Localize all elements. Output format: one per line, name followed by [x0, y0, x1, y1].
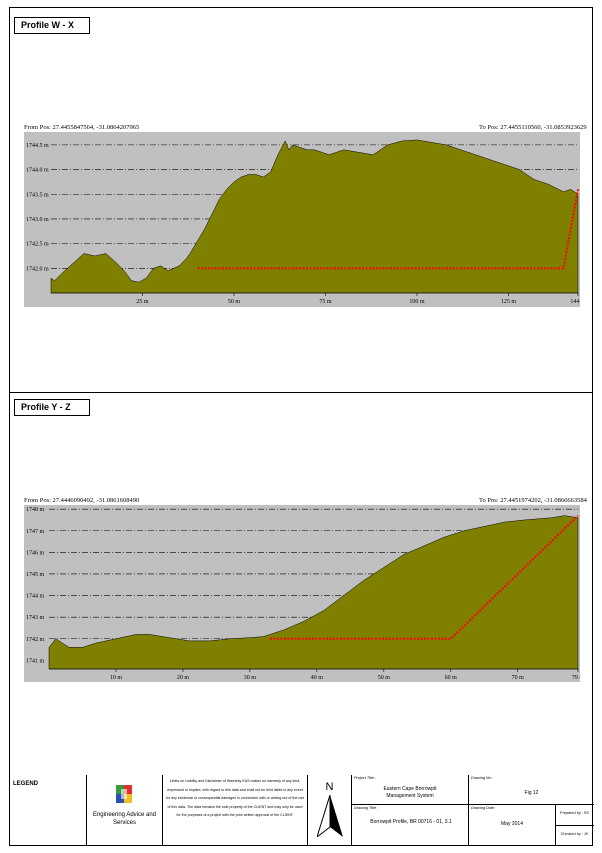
north-arrow-icon [317, 795, 343, 837]
y-tick-label: 1742.5 m [26, 242, 49, 248]
drawing-date-label: Drawing Date : [471, 806, 497, 810]
ground-profile-area [48, 515, 579, 670]
design-profile-line [269, 514, 579, 640]
x-tick-label: 30 m [244, 675, 257, 681]
y-tick-label: 1745 m [26, 572, 45, 578]
x-tick-label: 144 m [570, 299, 580, 305]
company-cell: Engineering Advice and Services [86, 775, 162, 846]
x-tick-label: 20 m [177, 675, 190, 681]
disclaimer-cell: Limits on Liability and Disclaimer of Wa… [162, 775, 307, 846]
design-profile-line [197, 189, 579, 270]
x-tick-label: 10 m [110, 675, 123, 681]
profile-2-from-pos: From Pos: 27.4446090492, -31.0861608490 [24, 497, 140, 504]
x-tick-label: 79 m [572, 675, 580, 681]
title-block: LEGEND Engineering Advice and Services L… [9, 775, 594, 846]
y-tick-label: 1746 m [26, 550, 45, 556]
project-title-label: Project Title : [354, 776, 377, 780]
profile-1-from-pos: From Pos: 27.4455847564, -31.0864207965 [24, 124, 140, 131]
signoff-divider [555, 825, 594, 826]
north-cell: N [307, 775, 351, 846]
project-title-box [352, 775, 469, 805]
x-tick-label: 60 m [445, 675, 458, 681]
project-title: Eastern Cape Borrowpit Management System [383, 786, 437, 799]
checked-by: Checked by : JV [560, 832, 589, 836]
company-name: Engineering Advice and Services [92, 812, 157, 826]
y-tick-label: 1744 m [26, 594, 45, 600]
drawing-no-label: Drawing No : [471, 776, 493, 780]
profile-1-title: Profile W - X [14, 17, 90, 34]
y-tick-label: 1742.0 m [26, 266, 49, 272]
page-frame [9, 7, 593, 846]
profile-1-to-pos: To Pos: 27.4455110560, -31.0853923629 [479, 124, 587, 131]
x-tick-label: 75 m [319, 299, 332, 305]
drawing-title: Borrowpit Profile, BR 00716 - 01, 3.1 [370, 819, 452, 825]
x-tick-label: 40 m [311, 675, 324, 681]
drawing-no-box [469, 775, 594, 805]
prepared-by: Prepared by : SS [560, 811, 589, 815]
y-tick-label: 1743.5 m [26, 192, 49, 198]
profile-2-title: Profile Y - Z [14, 399, 90, 416]
x-tick-label: 50 m [378, 675, 391, 681]
y-tick-label: 1744.5 m [26, 143, 49, 149]
drawing-no: Fig 12 [524, 790, 539, 796]
profile-1-chart: 1742.0 m 1742.5 m 1743.0 m 1743.5 m 1744.0 m… [24, 132, 580, 307]
drawing-info-cell: Project Title : Eastern Cape Borrowpit M… [351, 775, 594, 846]
x-tick-label: 25 m [136, 299, 149, 305]
ground-profile-area [50, 139, 579, 294]
y-tick-label: 1741 m [26, 658, 45, 664]
disclaimer-text: Limits on Liability and Disclaimer of Wa… [165, 779, 305, 817]
x-tick-label: 50 m [228, 299, 241, 305]
y-tick-label: 1748 m [26, 507, 45, 513]
y-tick-label: 1743.0 m [26, 217, 49, 223]
y-tick-label: 1743 m [26, 615, 45, 621]
company-logo-icon [116, 785, 132, 803]
drawing-date: May 2014 [501, 821, 523, 827]
y-tick-label: 1747 m [26, 529, 45, 535]
x-tick-label: 125 m [501, 299, 517, 305]
profile-2-chart: 1741 m 1742 m 1743 m 1744 m 1745 m 1746 m 1747… [24, 505, 580, 682]
profile-2-to-pos: To Pos: 27.4451974202, -31.0866663584 [479, 497, 587, 504]
section-divider [9, 392, 593, 393]
drawing-title-label: Drawing Title : [354, 806, 379, 810]
legend-title: LEGEND [13, 781, 39, 787]
x-tick-label: 100 m [409, 299, 425, 305]
north-label: N [325, 781, 334, 793]
drawing-title-box [352, 805, 469, 846]
y-tick-label: 1742 m [26, 637, 45, 643]
y-tick-label: 1744.0 m [26, 168, 49, 174]
x-tick-label: 70 m [512, 675, 525, 681]
